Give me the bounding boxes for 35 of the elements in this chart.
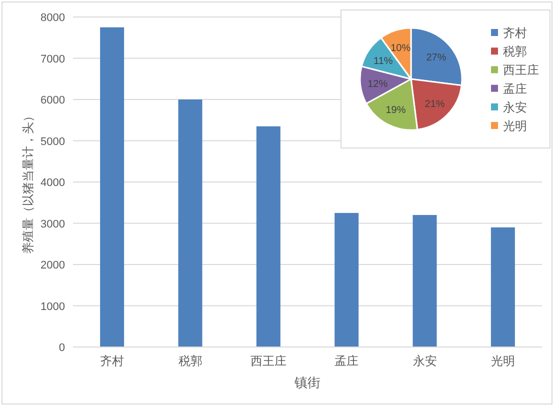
y-tick-label: 5000 xyxy=(40,136,65,148)
x-tick-label: 光明 xyxy=(490,354,515,368)
x-tick-label: 西王庄 xyxy=(250,354,286,368)
bar xyxy=(334,212,359,347)
data-label: 12% xyxy=(368,79,388,90)
y-tick-label: 2000 xyxy=(40,260,65,272)
y-tick-label: 4000 xyxy=(40,177,65,189)
data-label: 11% xyxy=(374,56,393,68)
x-tick-label: 孟庄 xyxy=(334,354,359,368)
legend-label: 孟庄 xyxy=(503,82,527,96)
y-tick-label: 0 xyxy=(58,342,65,354)
legend-label: 西王庄 xyxy=(503,63,539,78)
data-label: 19% xyxy=(386,104,406,116)
y-axis-title: 养殖量（以猪当量计，头） xyxy=(21,110,35,254)
legend-label: 光明 xyxy=(503,119,527,133)
bar xyxy=(178,100,202,347)
bar xyxy=(256,126,280,347)
legend-label: 永安 xyxy=(503,100,527,114)
y-tick-label: 3000 xyxy=(40,218,65,230)
y-tick-label: 6000 xyxy=(40,94,65,106)
bar xyxy=(412,215,437,347)
y-tick-label: 7000 xyxy=(40,53,65,66)
x-axis-title: 镇街 xyxy=(294,375,320,390)
x-tick-label: 齐村 xyxy=(100,354,124,368)
data-label: 10% xyxy=(390,42,411,54)
legend-label: 齐村 xyxy=(503,26,527,40)
y-tick-label: 1000 xyxy=(40,300,65,313)
legend-label: 税郭 xyxy=(503,44,527,59)
y-tick-label: 8000 xyxy=(40,12,65,24)
bar xyxy=(100,27,124,347)
bar xyxy=(490,227,515,347)
x-tick-label: 税郭 xyxy=(178,354,202,368)
data-label: 21% xyxy=(424,98,445,110)
data-label: 27% xyxy=(426,52,446,64)
x-tick-label: 永安 xyxy=(412,354,437,368)
